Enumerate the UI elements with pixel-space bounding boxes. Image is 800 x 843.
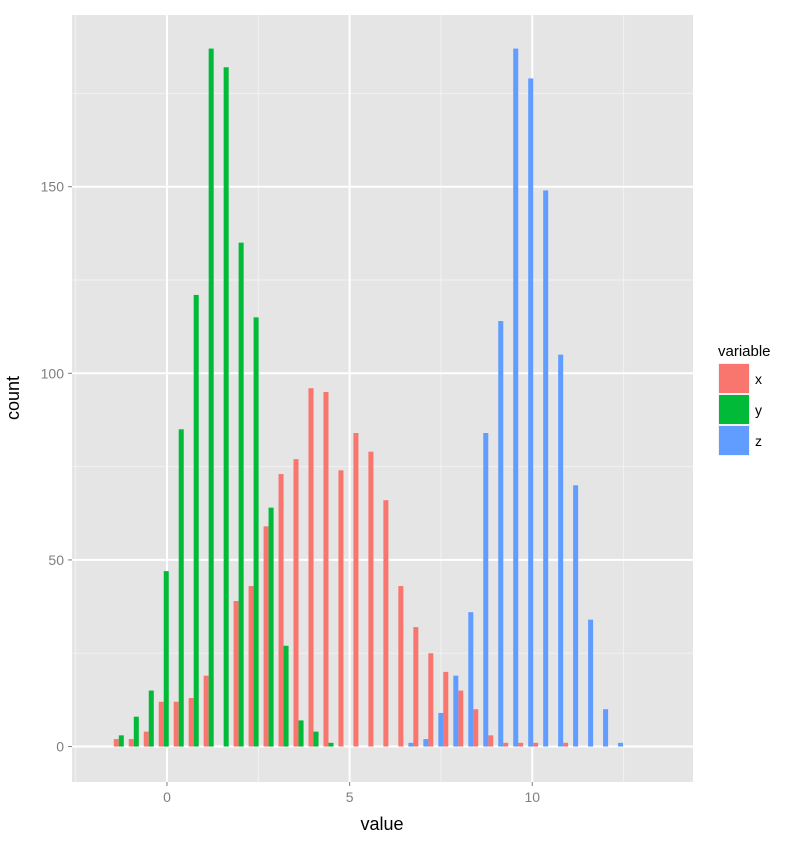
x-tick-label: 0 bbox=[163, 789, 171, 805]
bar-z bbox=[528, 78, 534, 747]
y-tick-label: 150 bbox=[41, 179, 65, 195]
bar-y bbox=[193, 294, 199, 747]
bar-x bbox=[323, 391, 329, 747]
bar-z bbox=[603, 709, 609, 747]
bar-z bbox=[543, 190, 549, 747]
bar-x bbox=[443, 671, 449, 747]
bar-z bbox=[573, 485, 579, 747]
bar-x bbox=[428, 653, 434, 747]
bar-x bbox=[158, 701, 164, 747]
bar-x bbox=[383, 500, 389, 747]
bar-y bbox=[268, 507, 274, 747]
bar-x bbox=[563, 742, 569, 747]
bar-y bbox=[313, 731, 319, 747]
bar-x bbox=[233, 600, 239, 747]
bar-x bbox=[488, 735, 494, 747]
bar-x bbox=[143, 731, 149, 747]
bar-x bbox=[413, 627, 419, 747]
bar-z bbox=[408, 742, 414, 747]
legend-label-x: x bbox=[755, 371, 762, 387]
bar-y bbox=[133, 716, 139, 747]
bar-y bbox=[253, 317, 259, 747]
bar-z bbox=[513, 48, 519, 747]
bar-z bbox=[438, 712, 444, 747]
bar-y bbox=[178, 429, 184, 747]
bar-x bbox=[263, 526, 269, 747]
legend-title: variable bbox=[718, 343, 771, 360]
bar-x bbox=[203, 675, 209, 747]
bar-y bbox=[223, 67, 229, 747]
bar-y bbox=[148, 690, 154, 747]
bar-x bbox=[398, 586, 404, 747]
x-axis-ticks: 0 5 10 bbox=[163, 782, 540, 805]
bar-x bbox=[188, 698, 194, 747]
bar-x bbox=[248, 586, 254, 747]
y-tick-label: 50 bbox=[48, 552, 64, 568]
legend-swatch-z bbox=[719, 426, 749, 455]
bar-x bbox=[173, 701, 179, 747]
bar-x bbox=[518, 742, 524, 747]
bar-z bbox=[483, 433, 489, 747]
bar-x bbox=[458, 690, 464, 747]
bar-x bbox=[308, 388, 314, 747]
bar-x bbox=[338, 470, 344, 747]
bar-z bbox=[558, 354, 564, 747]
bar-x bbox=[293, 459, 299, 747]
x-tick-label: 10 bbox=[524, 789, 540, 805]
bar-y bbox=[328, 742, 334, 747]
y-axis-ticks: 0 50 100 150 bbox=[41, 179, 72, 755]
x-axis-title: value bbox=[360, 814, 403, 834]
bar-y bbox=[283, 645, 289, 747]
bars-layer bbox=[113, 48, 624, 747]
bar-x bbox=[503, 742, 509, 747]
bar-z bbox=[498, 321, 504, 747]
y-axis-title: count bbox=[3, 376, 23, 420]
bar-z bbox=[453, 675, 459, 747]
bar-x bbox=[128, 739, 134, 747]
bar-y bbox=[118, 735, 124, 747]
bar-y bbox=[163, 571, 169, 747]
legend-label-z: z bbox=[755, 433, 762, 449]
x-tick-label: 5 bbox=[346, 789, 354, 805]
legend-swatch-y bbox=[719, 395, 749, 424]
bar-y bbox=[238, 242, 244, 747]
bar-x bbox=[353, 433, 359, 747]
legend: variable xyz bbox=[718, 343, 771, 456]
bar-x bbox=[473, 709, 479, 747]
y-tick-label: 100 bbox=[41, 365, 65, 381]
bar-z bbox=[423, 739, 429, 747]
bar-z bbox=[618, 742, 624, 747]
bar-y bbox=[298, 720, 304, 747]
bar-x bbox=[278, 474, 284, 747]
legend-label-y: y bbox=[755, 402, 762, 418]
bar-y bbox=[208, 48, 214, 747]
legend-swatch-x bbox=[719, 364, 749, 393]
bar-z bbox=[468, 612, 474, 747]
y-tick-label: 0 bbox=[56, 739, 64, 755]
bar-x bbox=[368, 451, 374, 747]
bar-x bbox=[113, 739, 119, 747]
bar-z bbox=[588, 619, 594, 747]
bar-x bbox=[533, 742, 539, 747]
